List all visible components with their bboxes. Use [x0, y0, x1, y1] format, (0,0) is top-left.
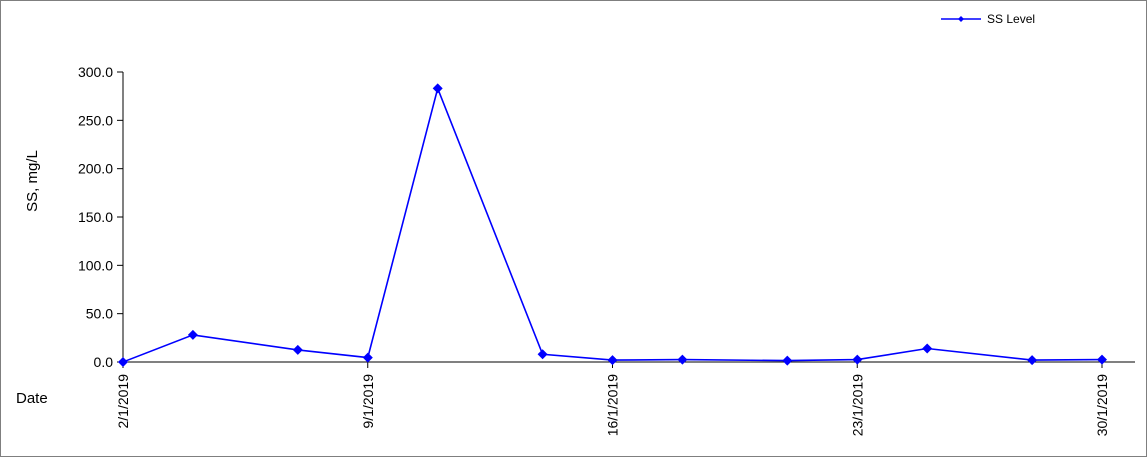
x-tick-label: 9/1/2019 [360, 374, 376, 429]
data-point [782, 355, 793, 366]
y-tick-label: 250.0 [78, 112, 113, 128]
data-point [1097, 354, 1107, 365]
data-point [362, 352, 373, 363]
data-point [852, 354, 863, 365]
x-axis-title: Date [16, 390, 48, 407]
x-tick-label: 16/1/2019 [605, 374, 621, 436]
data-point [187, 329, 198, 340]
data-point [607, 355, 618, 366]
series-line [122, 85, 1103, 363]
y-axis-title: SS, mg/L [24, 150, 41, 212]
x-tick-label: 30/1/2019 [1094, 374, 1110, 436]
y-tick-label: 0.0 [94, 354, 114, 370]
data-point [537, 349, 548, 360]
y-tick-label: 300.0 [78, 64, 113, 80]
data-point [292, 344, 303, 355]
x-axis-ticks: 2/1/2019 9/1/2019 16/1/2019 23/1/2019 30/1/2… [115, 362, 1110, 436]
data-point [432, 83, 443, 94]
data-point [922, 343, 933, 354]
y-tick-label: 50.0 [86, 306, 113, 322]
data-point [677, 354, 688, 365]
y-tick-label: 200.0 [78, 161, 113, 177]
x-tick-label: 2/1/2019 [115, 374, 131, 429]
data-point [1027, 355, 1038, 366]
plot-area [118, 83, 1107, 367]
y-axis-ticks: 0.0 50.0 100.0 150.0 200.0 250.0 300.0 [78, 64, 123, 370]
data-point [118, 357, 128, 367]
y-tick-label: 150.0 [78, 209, 113, 225]
x-tick-label: 23/1/2019 [849, 374, 865, 436]
legend: SS Level [941, 12, 1035, 26]
y-tick-label: 100.0 [78, 257, 113, 273]
legend-label: SS Level [987, 12, 1035, 26]
legend-marker [958, 16, 964, 22]
